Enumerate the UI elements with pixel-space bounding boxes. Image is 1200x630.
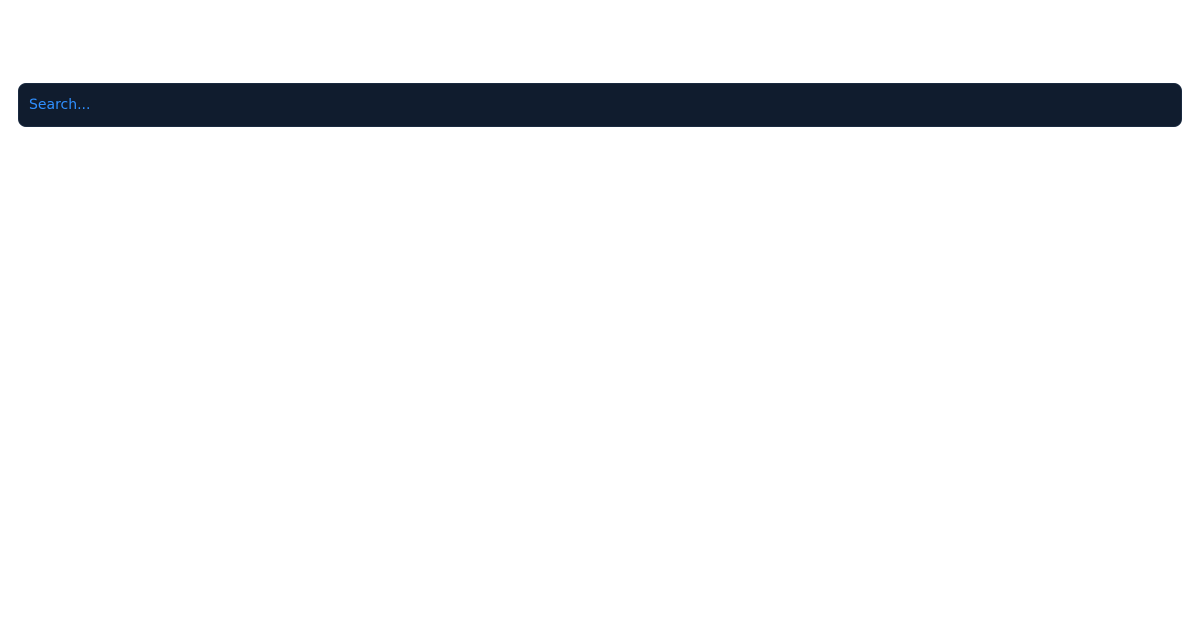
search-input[interactable] xyxy=(19,84,1181,126)
search-bar[interactable] xyxy=(18,83,1182,127)
